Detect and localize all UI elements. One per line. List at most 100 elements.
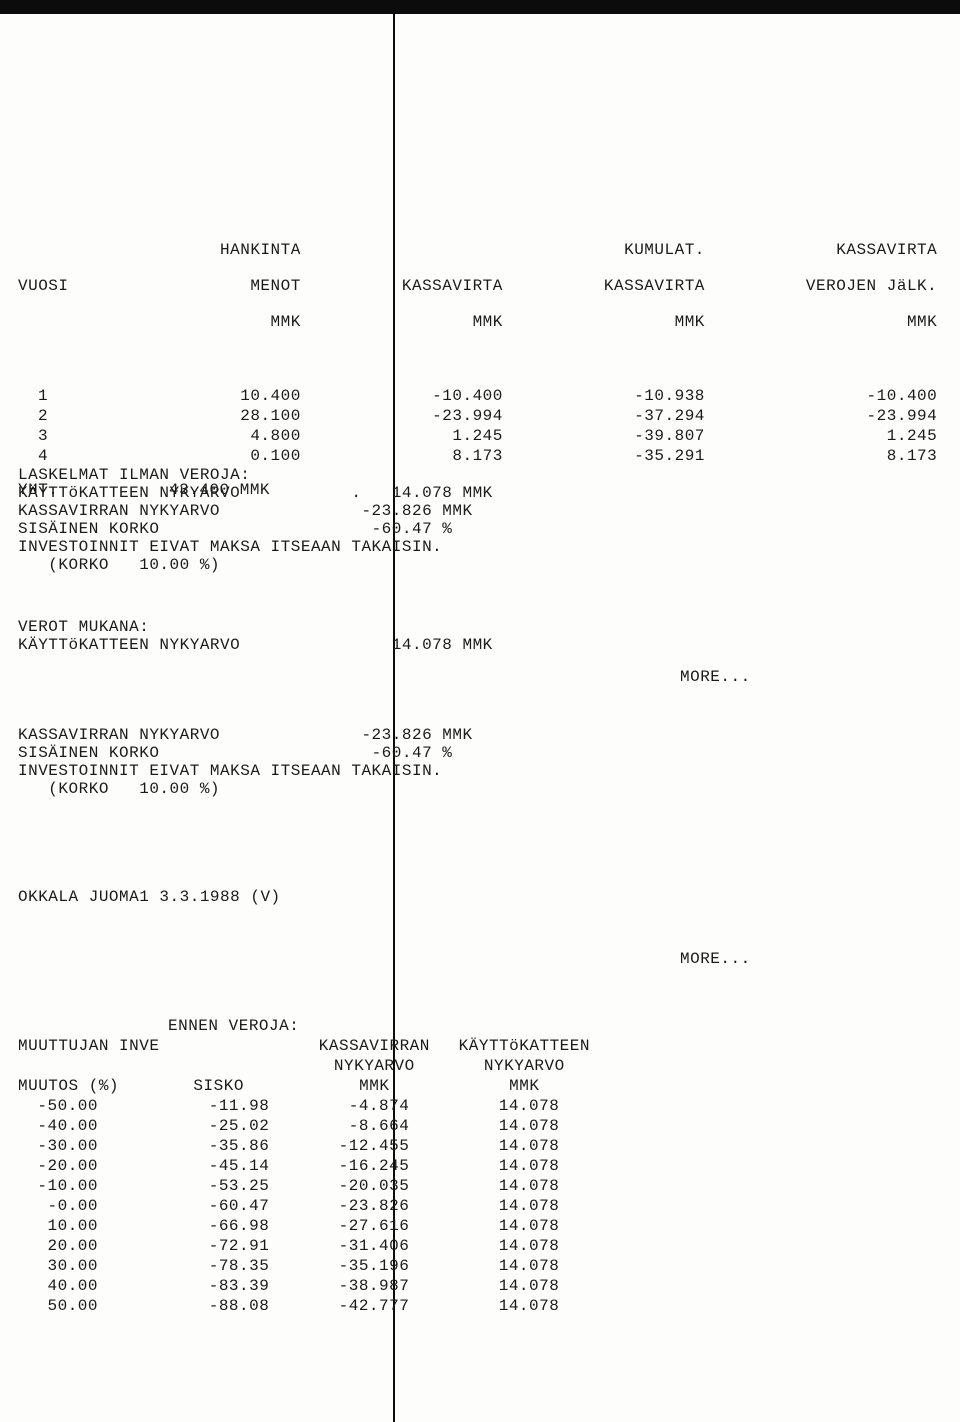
cell-sisko: -35.86 — [138, 1136, 299, 1156]
sens-ennen: ENNEN VEROJA: — [138, 1016, 299, 1036]
calc-tax2-l2-value: -60.47 % — [372, 744, 453, 762]
sens-kaytt3: MMK — [449, 1076, 599, 1096]
cell-kk-nykyarvo: 14.078 — [449, 1136, 599, 1156]
cell-muutos: 20.00 — [18, 1236, 138, 1256]
cell-kassavirta: 1.245 — [301, 426, 503, 446]
cell-kumul-vj: -10.938 — [937, 386, 960, 406]
calc-notax-l4: INVESTOINNIT EIVAT MAKSA ITSEAAN TAKAISI… — [18, 538, 442, 556]
cell-year: 3 — [18, 426, 119, 446]
cell-sisko: -78.35 — [138, 1256, 299, 1276]
calc-tax-l1-label: KÄYTTöKATTEEN NYKYARVO — [18, 636, 240, 654]
table-row: -40.00-25.02-8.66414.078 — [18, 1116, 599, 1136]
cell-sisko: -66.98 — [138, 1216, 299, 1236]
cell-kk-nykyarvo: 14.078 — [449, 1296, 599, 1316]
calc-notax-l1-value: 14.078 MMK — [392, 484, 493, 502]
sens-kassav1: KASSAVIRRAN — [299, 1036, 449, 1056]
cell-kassavirta: -23.994 — [301, 406, 503, 426]
cell-muutos: -40.00 — [18, 1116, 138, 1136]
cell-kv-nykyarvo: -16.245 — [299, 1156, 449, 1176]
cell-sisko: -53.25 — [138, 1176, 299, 1196]
cell-kv-nykyarvo: -23.826 — [299, 1196, 449, 1216]
cell-kv-nykyarvo: -38.987 — [299, 1276, 449, 1296]
calc-with-tax-block-1: VEROT MUKANA: KÄYTTöKATTEEN NYKYARVO 14.… — [18, 600, 493, 672]
more-indicator-2: MORE... — [680, 950, 751, 968]
hdr-kumul-kassavirta: KUMULAT. KASSAVIRTA MMK — [503, 222, 705, 386]
table-row: -0.00-60.47-23.82614.078 — [18, 1196, 599, 1216]
cell-muutos: 40.00 — [18, 1276, 138, 1296]
cell-kvj: -10.400 — [705, 386, 937, 406]
table-row: 40.00-83.39-38.98714.078 — [18, 1276, 599, 1296]
calc-tax2-l4: (KORKO 10.00 %) — [18, 780, 220, 798]
cell-kk-nykyarvo: 14.078 — [449, 1096, 599, 1116]
calc-tax2-l1-value: -23.826 MMK — [361, 726, 472, 744]
table-row: -30.00-35.86-12.45514.078 — [18, 1136, 599, 1156]
sens-muuttujan: MUUTTUJAN INVE — [18, 1036, 299, 1056]
sens-muutos: MUUTOS (%) — [18, 1076, 138, 1096]
calc-tax2-l1-label: KASSAVIRRAN NYKYARVO — [18, 726, 220, 744]
cell-kvj: 8.173 — [705, 446, 937, 466]
document-title: OKKALA JUOMA1 3.3.1988 (V) — [18, 888, 281, 906]
cell-muutos: -50.00 — [18, 1096, 138, 1116]
cell-kk-nykyarvo: 14.078 — [449, 1276, 599, 1296]
cell-kk-nykyarvo: 14.078 — [449, 1196, 599, 1216]
cell-kk-nykyarvo: 14.078 — [449, 1176, 599, 1196]
hdr-hankinta: HANKINTA MENOT MMK — [119, 222, 301, 386]
cell-hankinta: 28.100 — [119, 406, 301, 426]
cell-sisko: -83.39 — [138, 1276, 299, 1296]
cell-year: 1 — [18, 386, 119, 406]
cell-sisko: -25.02 — [138, 1116, 299, 1136]
table-row: -50.00-11.98-4.87414.078 — [18, 1096, 599, 1116]
cell-kv-nykyarvo: -20.035 — [299, 1176, 449, 1196]
cell-kumul-vj: -35.291 — [937, 446, 960, 466]
calc-tax2-l3: INVESTOINNIT EIVAT MAKSA ITSEAAN TAKAISI… — [18, 762, 442, 780]
cell-muutos: -10.00 — [18, 1176, 138, 1196]
table-row: 20.00-72.91-31.40614.078 — [18, 1236, 599, 1256]
cell-sisko: -45.14 — [138, 1156, 299, 1176]
cell-kumul: -39.807 — [503, 426, 705, 446]
sens-kaytt1: KÄYTTöKATTEEN — [449, 1036, 599, 1056]
cell-sisko: -60.47 — [138, 1196, 299, 1216]
table-row: 10.00-66.98-27.61614.078 — [18, 1216, 599, 1236]
cell-muutos: -20.00 — [18, 1156, 138, 1176]
table-row: 30.00-78.35-35.19614.078 — [18, 1256, 599, 1276]
cell-kumul-vj: -39.807 — [937, 426, 960, 446]
cell-muutos: 30.00 — [18, 1256, 138, 1276]
calc-notax-l1-label: KÄYTTöKATTEEN NYKYARVO — [18, 484, 240, 502]
cell-kv-nykyarvo: -4.874 — [299, 1096, 449, 1116]
calc-tax-heading: VEROT MUKANA: — [18, 618, 149, 636]
calc-with-tax-block-2: KASSAVIRRAN NYKYARVO -23.826 MMK SISÄINE… — [18, 708, 473, 816]
cell-kv-nykyarvo: -12.455 — [299, 1136, 449, 1156]
cell-kassavirta: -10.400 — [301, 386, 503, 406]
cell-kk-nykyarvo: 14.078 — [449, 1116, 599, 1136]
cell-hankinta: 10.400 — [119, 386, 301, 406]
calc-notax-l2-value: -23.826 MMK — [361, 502, 472, 520]
cell-muutos: -30.00 — [18, 1136, 138, 1156]
cell-kv-nykyarvo: -8.664 — [299, 1116, 449, 1136]
sens-sisko: SISKO — [138, 1076, 299, 1096]
cell-kv-nykyarvo: -27.616 — [299, 1216, 449, 1236]
sens-kaytt2: NYKYARVO — [449, 1056, 599, 1076]
table-row: 34.8001.245-39.8071.245-39.807 — [18, 426, 960, 446]
cell-kvj: 1.245 — [705, 426, 937, 446]
cell-muutos: 50.00 — [18, 1296, 138, 1316]
cell-kk-nykyarvo: 14.078 — [449, 1216, 599, 1236]
cell-hankinta: 4.800 — [119, 426, 301, 446]
calc-notax-l2-label: KASSAVIRRAN NYKYARVO — [18, 502, 220, 520]
table-row: 110.400-10.400-10.938-10.400-10.938 — [18, 386, 960, 406]
hdr-kassavirta-verojen: KASSAVIRTA VEROJEN JäLK. MMK — [705, 222, 937, 386]
cell-kk-nykyarvo: 14.078 — [449, 1236, 599, 1256]
sensitivity-table: ENNEN VEROJA: MUUTTUJAN INVE KASSAVIRRAN… — [18, 980, 599, 1352]
calc-notax-l3-value: -60.47 % — [372, 520, 453, 538]
calc-notax-l3-label: SISÄINEN KORKO — [18, 520, 159, 538]
cell-sisko: -11.98 — [138, 1096, 299, 1116]
cell-kumul-vj: -37.294 — [937, 406, 960, 426]
calc-without-tax-block: LASKELMAT ILMAN VEROJA: KÄYTTöKATTEEN NY… — [18, 448, 493, 592]
cell-kk-nykyarvo: 14.078 — [449, 1156, 599, 1176]
table-row: 50.00-88.08-42.77714.078 — [18, 1296, 599, 1316]
calc-notax-heading: LASKELMAT ILMAN VEROJA: — [18, 466, 250, 484]
cell-kk-nykyarvo: 14.078 — [449, 1256, 599, 1276]
calc-tax-l1-value: 14.078 MMK — [392, 636, 493, 654]
cell-year: 2 — [18, 406, 119, 426]
table-row: -10.00-53.25-20.03514.078 — [18, 1176, 599, 1196]
calc-notax-l5: (KORKO 10.00 %) — [18, 556, 220, 574]
